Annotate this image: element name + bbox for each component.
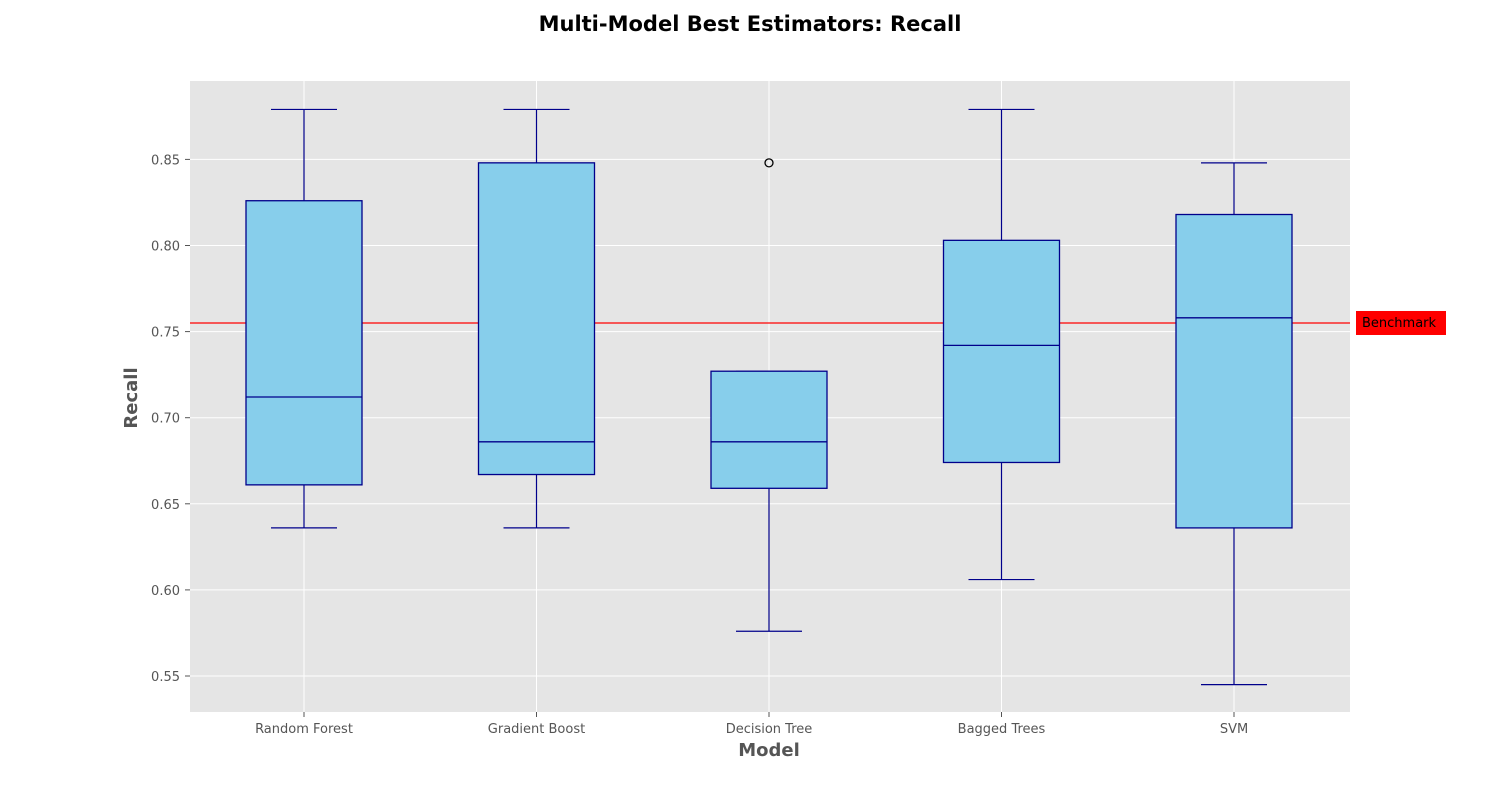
benchmark-label-box [1356, 310, 1446, 335]
chart-title: Multi-Model Best Estimators: Recall [538, 12, 962, 36]
iqr-box [1175, 213, 1293, 529]
boxes [245, 108, 1293, 686]
x-tick-label: Decision Tree [726, 722, 813, 737]
box-random-forest [245, 108, 363, 529]
x-tick-label: Random Forest [255, 722, 353, 737]
tick-labels: 0.55 0.60 0.65 0.70 0.75 0.80 0.85 Random Fores… [151, 153, 1248, 737]
iqr-box [710, 370, 828, 489]
x-tick-label: Gradient Boost [488, 722, 585, 737]
x-tick-label: Bagged Trees [958, 722, 1046, 737]
box-svm [1175, 162, 1293, 686]
iqr-box [942, 239, 1061, 464]
x-axis-label: Model [738, 740, 800, 761]
y-tick-label: 0.60 [151, 584, 180, 599]
y-tick-label: 0.70 [151, 412, 180, 427]
iqr-box [245, 200, 363, 486]
y-tick-label: 0.65 [151, 498, 180, 513]
benchmark-annotation: Benchmark [1356, 310, 1446, 335]
box-gradient-boost [477, 108, 596, 529]
y-axis-label: Recall [121, 367, 142, 428]
y-tick-label: 0.55 [151, 670, 180, 685]
benchmark-label: Benchmark [1362, 316, 1437, 331]
y-tick-label: 0.85 [151, 153, 180, 168]
box-bagged-trees [942, 108, 1061, 581]
x-tick-label: SVM [1220, 722, 1248, 737]
box-decision-tree [710, 158, 828, 632]
y-tick-label: 0.75 [151, 326, 180, 341]
outlier-point [764, 158, 774, 168]
y-tick-label: 0.80 [151, 240, 180, 255]
iqr-box [477, 162, 596, 476]
